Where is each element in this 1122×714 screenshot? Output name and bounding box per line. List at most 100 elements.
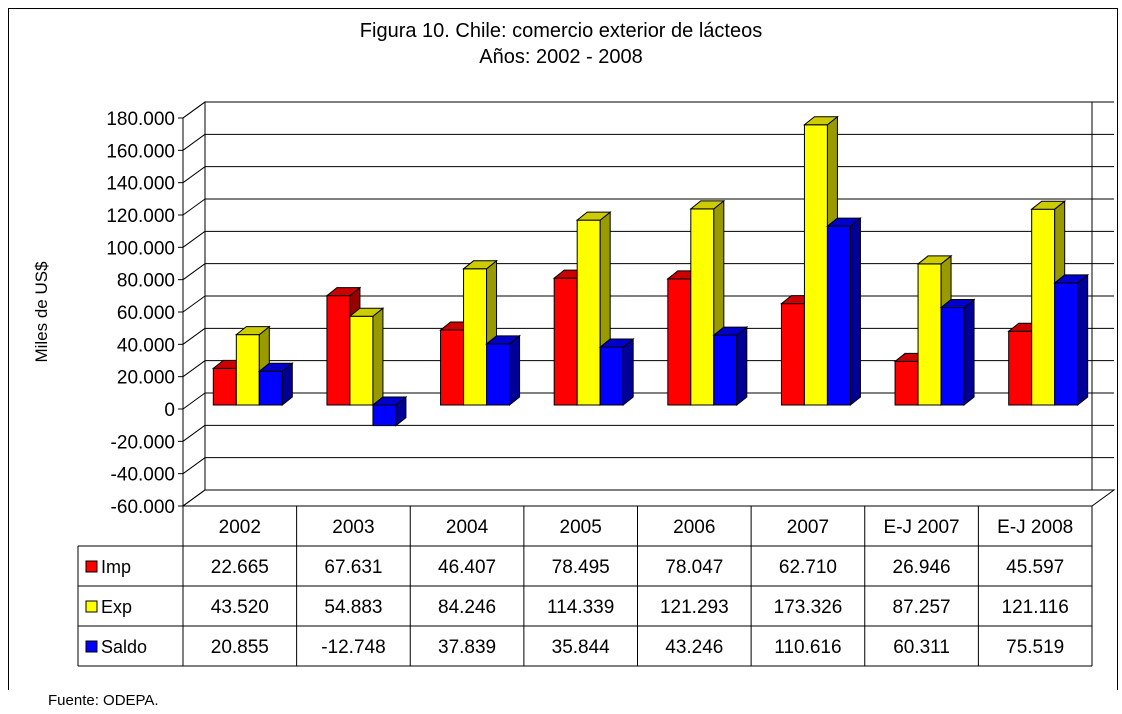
y-tick-label: 180.000 bbox=[106, 109, 175, 130]
source-note: Fuente: ODEPA. bbox=[48, 692, 159, 709]
bar-saldo bbox=[713, 334, 738, 406]
data-label: 26.946 bbox=[893, 557, 951, 578]
bar-exp bbox=[349, 315, 374, 406]
y-tick-label: 80.000 bbox=[117, 271, 175, 292]
category-label: E-J 2007 bbox=[884, 517, 960, 538]
bar-top bbox=[1053, 274, 1090, 284]
bar-top bbox=[803, 116, 839, 126]
y-tick-label: -40.000 bbox=[111, 465, 175, 486]
data-label: 75.519 bbox=[1006, 637, 1064, 658]
data-label: 121.116 bbox=[1002, 597, 1069, 618]
gridline-side bbox=[182, 327, 206, 345]
data-label: -12.748 bbox=[321, 637, 385, 658]
category-label: 2006 bbox=[673, 517, 715, 538]
bar-exp bbox=[803, 124, 828, 406]
bar-imp bbox=[212, 367, 237, 406]
bar-side bbox=[622, 338, 634, 407]
bar-side bbox=[372, 307, 384, 407]
bar-side bbox=[963, 298, 975, 407]
bar-top bbox=[234, 326, 271, 336]
bar-saldo bbox=[258, 370, 283, 406]
y-axis-label: Miles de US$ bbox=[32, 261, 51, 363]
bar-saldo bbox=[599, 346, 624, 406]
category-label: 2007 bbox=[787, 517, 829, 538]
chart-title-block: Figura 10. Chile: comercio exterior de l… bbox=[0, 18, 1122, 70]
gridline-side bbox=[182, 360, 206, 378]
bar-side bbox=[736, 326, 748, 407]
data-label: 43.246 bbox=[665, 637, 723, 658]
legend-swatch-saldo bbox=[85, 640, 98, 653]
bar-top bbox=[598, 338, 635, 348]
gridline-side bbox=[182, 295, 206, 313]
bar-top bbox=[1030, 200, 1067, 210]
bar-top bbox=[257, 362, 294, 372]
y-tick-label: 120.000 bbox=[106, 206, 175, 227]
y-tick-label: 100.000 bbox=[106, 238, 175, 259]
data-label: 173.326 bbox=[774, 597, 843, 618]
bar-imp bbox=[780, 303, 805, 406]
data-label: 110.616 bbox=[774, 637, 841, 658]
bar-imp bbox=[1008, 330, 1033, 406]
y-tick-label: 160.000 bbox=[106, 141, 175, 162]
bar-top bbox=[462, 260, 498, 270]
data-label: 54.883 bbox=[324, 597, 382, 618]
data-label: 114.339 bbox=[547, 597, 614, 618]
legend-label: Imp bbox=[101, 557, 131, 577]
bar-top bbox=[371, 396, 408, 406]
data-label: 46.407 bbox=[438, 557, 496, 578]
gridline-side bbox=[182, 489, 206, 507]
y-tick-label: 140.000 bbox=[106, 174, 175, 195]
bar-imp bbox=[553, 277, 578, 406]
legend-label: Saldo bbox=[101, 637, 147, 657]
bar-imp bbox=[326, 295, 351, 406]
category-label: 2004 bbox=[446, 517, 489, 538]
bar-side bbox=[1077, 273, 1089, 407]
bar-saldo bbox=[486, 343, 511, 406]
gridline-side bbox=[182, 198, 206, 216]
category-label: 2003 bbox=[332, 517, 374, 538]
data-label: 84.246 bbox=[438, 597, 496, 618]
category-label: 2005 bbox=[560, 517, 602, 538]
chart-subtitle: Años: 2002 - 2008 bbox=[479, 46, 643, 68]
floor bbox=[181, 489, 1116, 507]
gridline-side bbox=[182, 424, 206, 442]
data-label: 43.520 bbox=[211, 597, 269, 618]
bar-saldo bbox=[940, 306, 965, 406]
chart-frame bbox=[8, 8, 1118, 690]
bar-top bbox=[689, 200, 726, 210]
bar-top bbox=[712, 326, 749, 336]
legend-swatch-imp bbox=[85, 560, 98, 573]
bar-top bbox=[325, 287, 362, 297]
bar-top bbox=[939, 298, 976, 308]
bar-exp bbox=[1031, 208, 1056, 406]
bar-saldo bbox=[372, 404, 397, 427]
bar-top bbox=[826, 217, 862, 227]
legend-swatch-exp bbox=[85, 600, 98, 613]
data-label: 22.665 bbox=[211, 557, 269, 578]
bar-side bbox=[849, 217, 861, 407]
bar-exp bbox=[690, 208, 715, 406]
data-label: 45.597 bbox=[1006, 557, 1064, 578]
category-label: E-J 2008 bbox=[997, 517, 1073, 538]
bar-exp bbox=[917, 263, 942, 406]
data-label: 35.844 bbox=[552, 637, 611, 658]
bar-top bbox=[485, 335, 521, 345]
data-label: 78.495 bbox=[552, 557, 610, 578]
data-label: 87.257 bbox=[893, 597, 951, 618]
bar-exp bbox=[576, 219, 601, 406]
gridline-side bbox=[182, 392, 206, 410]
data-label: 60.311 bbox=[893, 637, 950, 658]
bar-exp bbox=[463, 268, 488, 406]
bar-top bbox=[575, 211, 612, 221]
bar-saldo bbox=[1054, 282, 1079, 406]
data-label: 37.839 bbox=[438, 637, 496, 658]
chart-title: Figura 10. Chile: comercio exterior de l… bbox=[359, 20, 763, 42]
gridline-side bbox=[182, 166, 206, 184]
bar-side bbox=[509, 334, 521, 407]
data-label: 67.631 bbox=[324, 557, 382, 578]
data-label: 78.047 bbox=[665, 557, 723, 578]
category-label: 2002 bbox=[219, 517, 261, 538]
data-label: 20.855 bbox=[211, 637, 269, 658]
data-label: 121.293 bbox=[660, 597, 729, 618]
